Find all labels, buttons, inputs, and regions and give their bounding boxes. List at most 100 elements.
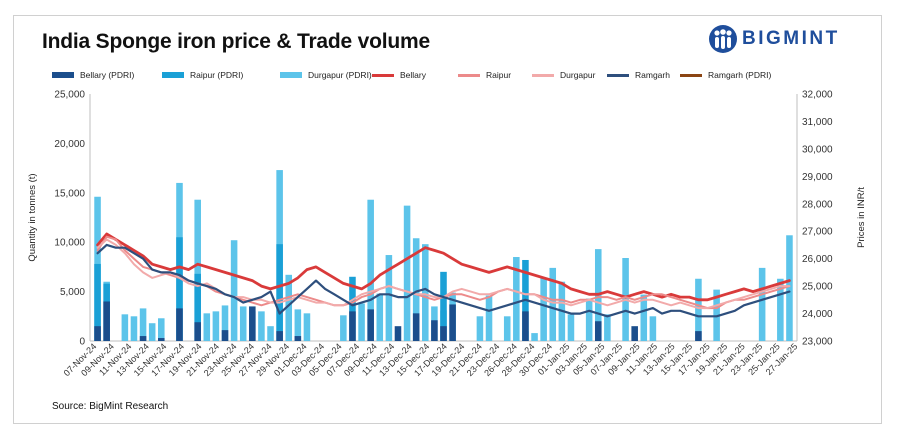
legend-item: Durgapur (PDRI) bbox=[280, 68, 372, 82]
y-right-tick-label: 27,000 bbox=[802, 227, 833, 238]
legend-item: Ramgarh (PDRI) bbox=[680, 68, 771, 82]
bar-durgapur-pdri bbox=[758, 267, 766, 341]
bar-durgapur-pdri bbox=[194, 199, 201, 341]
bar-durgapur-pdri bbox=[239, 306, 247, 341]
y-left-tick-label: 15,000 bbox=[54, 188, 85, 199]
bar-durgapur-pdri bbox=[203, 313, 211, 341]
chart-frame bbox=[13, 15, 882, 424]
bar-durgapur-pdri bbox=[403, 205, 411, 341]
bar-bellary-pdri bbox=[594, 321, 602, 341]
legend-item: Bellary (PDRI) bbox=[52, 68, 134, 82]
bar-bellary-pdri bbox=[367, 309, 374, 341]
legend-label: Ramgarh bbox=[635, 70, 670, 80]
bar-durgapur-pdri bbox=[604, 314, 611, 341]
bar-durgapur-pdri bbox=[358, 303, 365, 341]
bar-durgapur-pdri bbox=[267, 326, 274, 341]
bar-raipur-pdri bbox=[176, 237, 183, 341]
bar-bellary-pdri bbox=[349, 311, 356, 341]
y-right-tick-label: 28,000 bbox=[802, 199, 833, 210]
legend-swatch bbox=[607, 73, 629, 77]
bar-bellary-pdri bbox=[394, 326, 402, 341]
bar-bellary-pdri bbox=[412, 313, 420, 341]
bar-bellary-pdri bbox=[94, 326, 101, 341]
bar-bellary-pdri bbox=[276, 331, 283, 341]
bar-bellary-pdri bbox=[631, 326, 638, 341]
y-right-tick-label: 24,000 bbox=[802, 309, 833, 320]
bar-bellary-pdri bbox=[440, 326, 447, 341]
legend-swatch bbox=[680, 73, 702, 77]
legend-swatch bbox=[280, 72, 302, 78]
legend-swatch bbox=[162, 72, 184, 78]
bar-bellary-pdri bbox=[294, 336, 302, 341]
bar-durgapur-pdri bbox=[130, 316, 138, 341]
bar-durgapur-pdri bbox=[285, 274, 293, 341]
people-circle-icon bbox=[709, 25, 737, 53]
bar-durgapur-pdri bbox=[158, 318, 165, 341]
bar-raipur-pdri bbox=[276, 244, 283, 341]
y-left-tick-label: 20,000 bbox=[54, 139, 85, 150]
y-left-tick-label: 10,000 bbox=[54, 238, 85, 249]
bar-bellary-pdri bbox=[449, 304, 456, 341]
bar-durgapur-pdri bbox=[376, 293, 384, 341]
bar-raipur-pdri bbox=[94, 263, 101, 341]
y-left-tick-label: 0 bbox=[79, 337, 85, 348]
bigmint-logo: BIGMINT bbox=[706, 22, 876, 56]
bar-durgapur-pdri bbox=[121, 314, 129, 341]
bar-durgapur-pdri bbox=[221, 305, 229, 341]
legend-label: Durgapur (PDRI) bbox=[308, 70, 372, 80]
y-right-tick-label: 23,000 bbox=[802, 337, 833, 348]
legend-item: Raipur bbox=[458, 68, 511, 82]
bar-bellary-pdri bbox=[522, 311, 529, 341]
y-right-tick-label: 30,000 bbox=[802, 144, 833, 155]
bar-durgapur-pdri bbox=[230, 240, 238, 341]
bar-durgapur-pdri bbox=[485, 295, 493, 341]
bar-raipur-pdri bbox=[440, 271, 447, 341]
bar-bellary-pdri bbox=[221, 330, 229, 341]
legend-item: Raipur (PDRI) bbox=[162, 68, 243, 82]
y-left-axis-label: Quantity in tonnes (t) bbox=[27, 173, 38, 261]
y-right-tick-label: 32,000 bbox=[802, 90, 833, 101]
line-ramgarh bbox=[96, 243, 791, 318]
bar-bellary-pdri bbox=[249, 306, 256, 341]
bar-durgapur-pdri bbox=[786, 235, 793, 341]
chart-legend: Bellary (PDRI) Raipur (PDRI) Durgapur (PDR… bbox=[52, 68, 852, 82]
legend-item: Durgapur bbox=[532, 68, 595, 82]
bar-bellary-pdri bbox=[103, 301, 110, 341]
bar-durgapur-pdri bbox=[476, 316, 484, 341]
bar-bellary-pdri bbox=[158, 338, 165, 341]
bar-bellary-pdri bbox=[176, 308, 183, 341]
bar-durgapur-pdri bbox=[777, 278, 784, 341]
bar-durgapur-pdri bbox=[649, 316, 657, 341]
bar-durgapur-pdri bbox=[640, 294, 648, 341]
bar-durgapur-pdri bbox=[531, 333, 538, 341]
bar-raipur-pdri bbox=[349, 276, 356, 341]
legend-swatch bbox=[532, 73, 554, 77]
y-left-tick-label: 25,000 bbox=[54, 90, 85, 101]
bar-durgapur-pdri bbox=[258, 311, 265, 341]
bar-durgapur-pdri bbox=[585, 298, 593, 341]
legend-swatch bbox=[52, 72, 74, 78]
legend-item: Ramgarh bbox=[607, 68, 670, 82]
bar-durgapur-pdri bbox=[303, 313, 311, 341]
bar-durgapur-pdri bbox=[367, 199, 374, 341]
logo-text: BIGMINT bbox=[742, 28, 840, 49]
bar-durgapur-pdri bbox=[422, 244, 429, 341]
bar-durgapur-pdri bbox=[567, 314, 575, 341]
y-right-tick-label: 29,000 bbox=[802, 172, 833, 183]
bar-durgapur-pdri bbox=[212, 311, 220, 341]
bar-bellary-pdri bbox=[194, 322, 201, 341]
bar-durgapur-pdri bbox=[503, 316, 511, 341]
legend-label: Bellary (PDRI) bbox=[80, 70, 135, 80]
bar-durgapur-pdri bbox=[148, 323, 156, 341]
line-bellary bbox=[96, 232, 791, 302]
bar-bellary-pdri bbox=[695, 331, 702, 341]
legend-swatch bbox=[372, 73, 394, 77]
bar-durgapur-pdri bbox=[385, 255, 393, 341]
y-right-tick-label: 25,000 bbox=[802, 282, 833, 293]
chart-title: India Sponge iron price & Trade volume bbox=[42, 30, 430, 53]
bar-durgapur-pdri bbox=[139, 308, 147, 341]
bar-durgapur-pdri bbox=[540, 277, 547, 341]
bar-durgapur-pdri bbox=[340, 315, 347, 341]
legend-item: Bellary bbox=[372, 68, 426, 82]
